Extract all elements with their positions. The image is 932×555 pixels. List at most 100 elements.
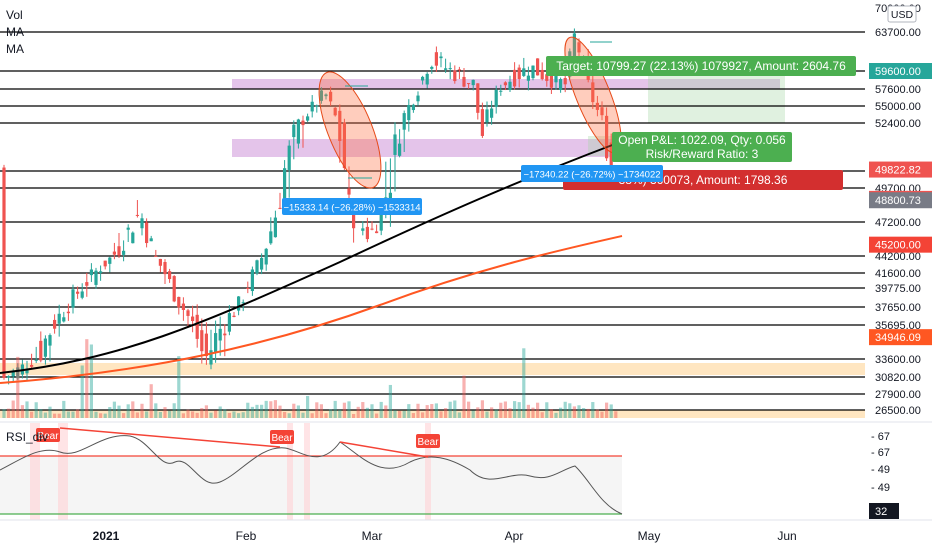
- candle-body: [503, 82, 507, 86]
- volume-bar: [292, 403, 296, 418]
- price-level-label: 35695.00: [875, 320, 921, 332]
- volume-bar: [508, 408, 512, 418]
- volume-bar: [563, 401, 567, 418]
- candle-body: [112, 251, 116, 255]
- volume-bar: [172, 403, 176, 418]
- candle-body: [117, 246, 121, 256]
- price-level-label: 26500.00: [875, 405, 921, 417]
- volume-bar: [227, 412, 231, 418]
- time-tick-label: Jun: [777, 529, 796, 543]
- candle-body: [122, 250, 126, 255]
- rsi-line: [0, 435, 623, 515]
- indicator-ma2-label: MA: [6, 42, 24, 56]
- orange-zone: [0, 363, 865, 375]
- bear-badge: [36, 428, 60, 442]
- candle-body: [186, 310, 190, 316]
- candle-body: [457, 69, 461, 71]
- candle-body: [131, 232, 135, 244]
- rsi-indicator-label: RSI_div: [6, 430, 49, 444]
- candle-body: [269, 231, 273, 244]
- candle-body: [2, 167, 6, 378]
- volume-bar: [168, 410, 172, 418]
- candle-body: [177, 296, 181, 308]
- bear-badge: [416, 434, 440, 448]
- volume-bar: [112, 401, 116, 418]
- candle-body: [283, 168, 287, 205]
- rsi-signal-shade: [304, 423, 310, 520]
- candle-body: [467, 83, 471, 85]
- volume-bar: [43, 412, 47, 418]
- candle-body: [402, 113, 406, 130]
- rsi-tick-label: - 67: [871, 431, 890, 443]
- candle-body: [595, 102, 599, 110]
- candle-body: [71, 289, 75, 308]
- volume-bar: [273, 400, 277, 418]
- volume-bar: [20, 405, 24, 418]
- volume-bar: [480, 400, 484, 418]
- candle-body: [517, 67, 521, 80]
- candle-body: [522, 68, 526, 76]
- price-level-label: 39775.00: [875, 283, 921, 295]
- volume-bar: [108, 407, 112, 418]
- candle-body: [554, 71, 558, 83]
- candle-body: [536, 58, 540, 76]
- volume-bar: [200, 408, 204, 418]
- price-badge-label: 49822.82: [875, 165, 921, 177]
- candle-body: [407, 104, 411, 121]
- time-tick-label: Mar: [362, 529, 383, 543]
- candle-body: [126, 227, 130, 230]
- volume-bar: [586, 408, 590, 418]
- time-tick-label: 2021: [93, 529, 120, 543]
- volume-bar: [379, 401, 383, 418]
- rsi-band: [0, 456, 622, 514]
- volume-bar: [522, 348, 526, 418]
- rsi-signal-shade: [58, 423, 68, 520]
- price-level-label: 41600.00: [875, 268, 921, 280]
- candle-body: [34, 359, 38, 361]
- volume-bar: [494, 409, 498, 418]
- volume-bar: [177, 356, 181, 418]
- candle-body: [315, 105, 319, 107]
- volume-bar: [402, 410, 406, 418]
- price-level-label: 37650.00: [875, 302, 921, 314]
- volume-bar: [319, 404, 323, 418]
- candle-body: [181, 303, 185, 310]
- volume-bar: [39, 409, 43, 418]
- volume-bar: [218, 406, 222, 418]
- candle-body: [154, 255, 158, 257]
- volume-bar: [204, 405, 208, 418]
- candle-body: [559, 79, 563, 91]
- candle-body: [223, 333, 227, 336]
- volume-bar: [361, 402, 365, 418]
- price-badge: [869, 236, 932, 253]
- candle-body: [549, 74, 553, 88]
- candle-body: [448, 68, 452, 70]
- purple-zone-bottom: [232, 139, 614, 157]
- volume-bar: [352, 413, 356, 418]
- currency-box: [887, 5, 917, 23]
- volume-bar: [384, 405, 388, 418]
- volume-bar: [462, 375, 466, 418]
- candle-body: [195, 314, 199, 339]
- candle-body: [572, 33, 576, 66]
- price-level-label: 27900.00: [875, 389, 921, 401]
- price-badge-label: 59600.00: [875, 66, 921, 78]
- candle-body: [347, 188, 351, 195]
- volume-bar: [407, 404, 411, 418]
- volume-bar: [140, 403, 144, 418]
- volume-bar: [7, 408, 11, 418]
- candle-body: [30, 364, 34, 367]
- rsi-value-badge: [869, 503, 899, 519]
- rsi-tick-label: - 67: [871, 447, 890, 459]
- volume-bar: [545, 402, 549, 418]
- volume-bar: [416, 403, 420, 418]
- volume-bar: [255, 404, 259, 418]
- volume-bar: [71, 411, 75, 418]
- volume-bar: [365, 407, 369, 418]
- volume-bar: [117, 405, 121, 418]
- volume-bar: [499, 402, 503, 418]
- price-level-label: 33600.00: [875, 354, 921, 366]
- volume-bar: [338, 409, 342, 418]
